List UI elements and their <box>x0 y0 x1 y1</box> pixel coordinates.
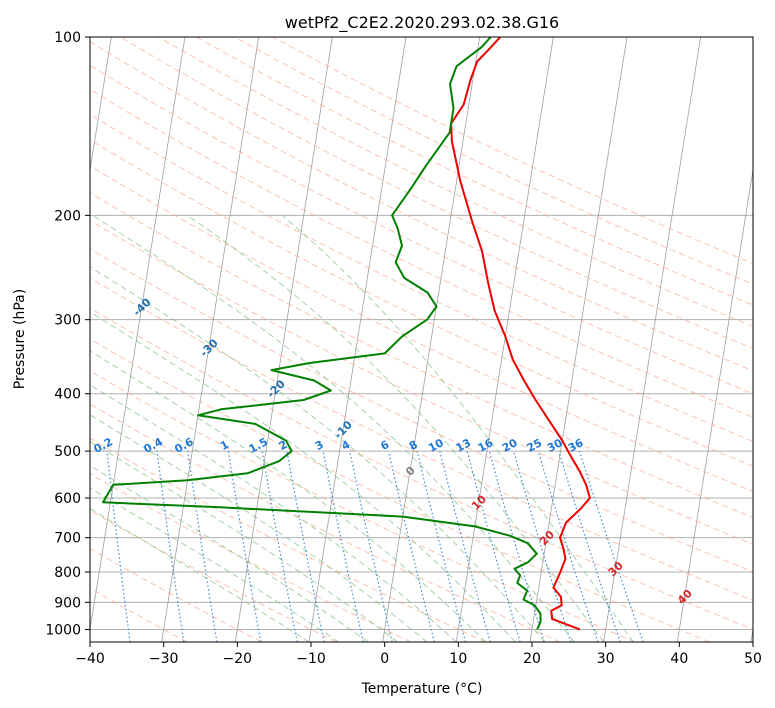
x-tick-label: 30 <box>597 651 615 667</box>
isotherm-line <box>603 37 702 642</box>
isotherm-line <box>308 37 407 642</box>
moist-adiabat-line <box>281 214 634 642</box>
mixing-ratio-line <box>286 450 325 642</box>
chart-title: wetPf2_C2E2.2020.293.02.38.G16 <box>285 13 559 33</box>
mixing-ratio-label: 20 <box>500 436 520 455</box>
mixing-ratio-line <box>512 450 572 642</box>
y-tick-label: 400 <box>54 387 81 403</box>
x-tick-label: 0 <box>380 651 389 667</box>
plot-background <box>90 37 753 642</box>
x-tick-label: −30 <box>149 651 179 667</box>
y-tick-label: 600 <box>54 491 81 507</box>
y-tick-label: 700 <box>54 531 81 547</box>
mixing-ratio-label: 10 <box>426 436 446 455</box>
moist-adiabat-line <box>92 214 575 642</box>
plot-frame <box>89 36 754 643</box>
mixing-ratio-line <box>388 450 435 642</box>
dry-adiabat-line <box>90 89 753 418</box>
isotherm-line <box>529 37 628 642</box>
y-tick-label: 200 <box>54 208 81 224</box>
dry-adiabat-line <box>90 509 337 642</box>
mixing-ratio-label: 16 <box>476 436 496 455</box>
y-tick-label: 500 <box>54 444 81 460</box>
moist-adiabat-line <box>90 440 398 642</box>
dry-adiabat-line <box>90 277 753 601</box>
y-tick-label: 1000 <box>45 622 81 638</box>
isotherm-line <box>90 37 186 632</box>
mixing-ratio-line <box>106 451 131 642</box>
y-tick-label: 800 <box>54 565 81 581</box>
mixing-ratio-line <box>156 451 185 642</box>
dry-adiabat-line <box>90 370 636 642</box>
moist-adiabat-line <box>90 266 546 642</box>
mixing-ratio-label: 25 <box>525 436 545 455</box>
x-tick-label: 10 <box>449 651 467 667</box>
dry-adiabat-line <box>90 192 753 519</box>
isotherm-label: -60 <box>0 214 20 237</box>
isotherm-line <box>234 37 333 642</box>
isotherm-line <box>90 37 112 173</box>
mixing-ratio-line <box>439 450 491 642</box>
moist-adiabat-line <box>90 414 428 642</box>
isotherm-line <box>676 167 753 642</box>
mixing-ratio-label: 13 <box>454 436 474 455</box>
temperature-profile-line <box>450 37 591 631</box>
dry-adiabat-line <box>90 248 753 573</box>
y-axis-label: Pressure (hPa) <box>12 289 28 389</box>
mixing-ratio-line <box>488 450 545 642</box>
x-axis-ticks: −40 −30 −20 −10 0 10 20 30 40 50 <box>75 642 762 667</box>
mixing-ratio-line <box>322 450 364 642</box>
dry-adiabat-line <box>196 37 753 306</box>
background-lines <box>90 37 753 642</box>
mixing-ratio-label: 36 <box>566 436 586 455</box>
dry-adiabat-line <box>90 41 753 372</box>
dry-adiabat-line <box>90 473 412 642</box>
y-tick-label: 300 <box>54 313 81 329</box>
mixing-ratio-line <box>537 450 599 642</box>
dry-adiabat-line <box>90 403 561 642</box>
mixing-ratio-line <box>578 450 644 642</box>
x-tick-label: 50 <box>744 651 762 667</box>
y-axis-ticks: 1000 900 800 700 600 500 400 300 200 100 <box>45 30 90 638</box>
moist-adiabat-line <box>90 350 487 642</box>
mixing-ratio-line <box>349 450 393 642</box>
isotherm-line <box>161 37 260 642</box>
x-tick-label: −40 <box>75 651 105 667</box>
dewpoint-profile-line <box>102 37 542 630</box>
mixing-ratio-line <box>416 450 467 642</box>
dry-adiabat-line <box>119 37 753 349</box>
y-tick-label: 100 <box>54 30 81 46</box>
moist-adiabat-line <box>90 465 369 642</box>
x-tick-label: −20 <box>223 651 253 667</box>
x-tick-label: −10 <box>296 651 326 667</box>
sounding-profiles <box>102 37 591 631</box>
mixing-ratio-line <box>558 450 621 642</box>
dry-adiabat-line <box>234 37 753 285</box>
dry-adiabat-line <box>90 219 753 545</box>
isotherm-line <box>382 37 481 642</box>
y-tick-label: 900 <box>54 595 81 611</box>
x-axis-label: Temperature (°C) <box>361 681 483 697</box>
mixing-ratio-line <box>187 451 218 642</box>
dry-adiabat-line <box>90 307 753 630</box>
x-tick-label: 40 <box>670 651 688 667</box>
mixing-ratio-line <box>466 450 521 642</box>
mixing-ratio-label: 30 <box>545 436 565 455</box>
isotherm-line <box>455 37 554 642</box>
isotherm-label: -50 <box>63 254 86 277</box>
isotherm-line <box>750 626 753 642</box>
dry-adiabat-line <box>90 113 753 442</box>
x-tick-label: 20 <box>523 651 541 667</box>
moist-adiabat-line <box>90 384 457 642</box>
dry-adiabat-line <box>90 165 753 493</box>
